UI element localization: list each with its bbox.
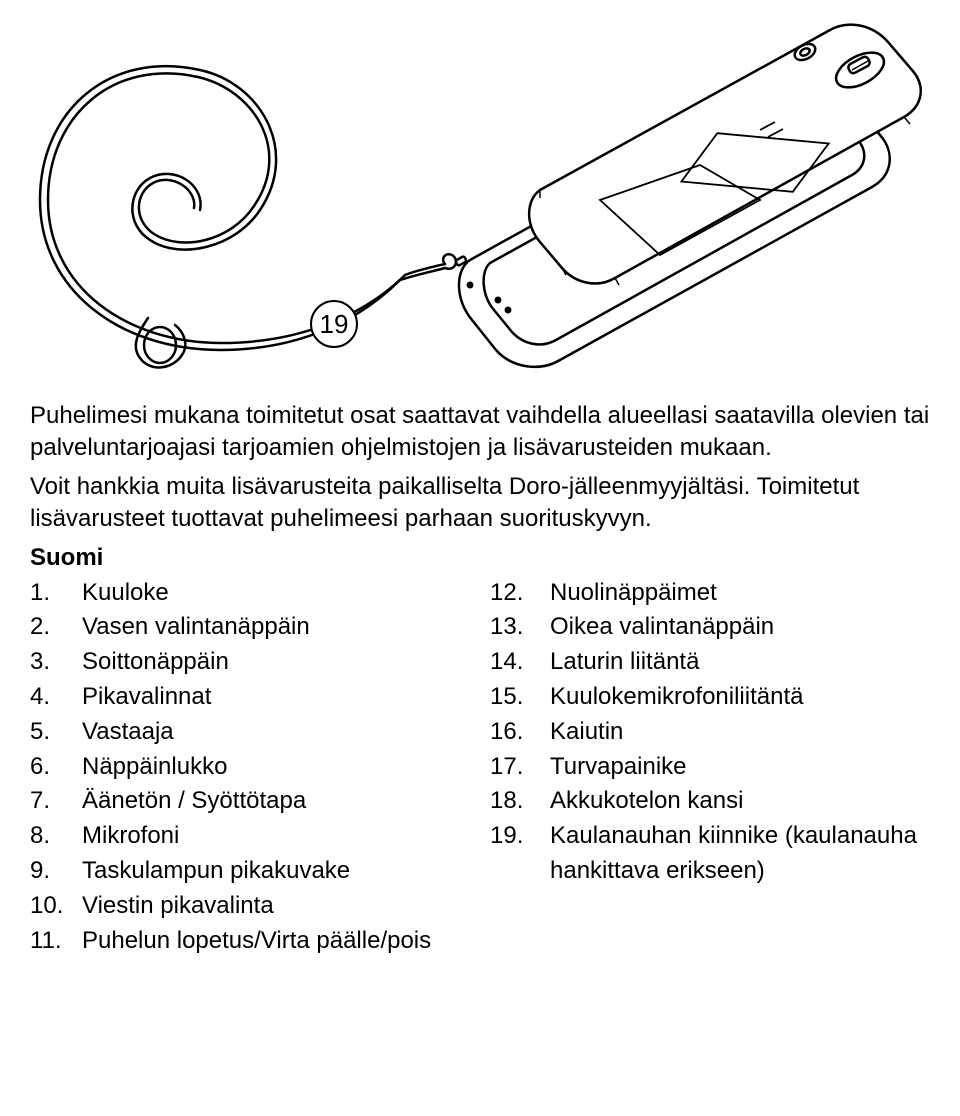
list-item: 1.Kuuloke <box>30 576 470 611</box>
list-item: 16.Kaiutin <box>490 715 930 750</box>
list-number: 17. <box>490 750 550 785</box>
list-text: Vasen valintanäppäin <box>82 610 470 645</box>
list-text: Laturin liitäntä <box>550 645 930 680</box>
list-number: 10. <box>30 889 82 924</box>
column-left: 1.Kuuloke 2.Vasen valintanäppäin 3.Soitt… <box>30 576 470 959</box>
list-text: Akkukotelon kansi <box>550 784 930 819</box>
list-item: 4.Pikavalinnat <box>30 680 470 715</box>
callout-text: 19 <box>320 309 349 340</box>
text-content: Puhelimesi mukana toimitetut osat saatta… <box>0 380 960 958</box>
list-text: Mikrofoni <box>82 819 470 854</box>
list-item: 10.Viestin pikavalinta <box>30 889 470 924</box>
list-item: 5.Vastaaja <box>30 715 470 750</box>
list-number: 18. <box>490 784 550 819</box>
list-item: 9.Taskulampun pikakuvake <box>30 854 470 889</box>
list-number: 6. <box>30 750 82 785</box>
list-number: 9. <box>30 854 82 889</box>
list-item: 14.Laturin liitäntä <box>490 645 930 680</box>
list-text: Turvapainike <box>550 750 930 785</box>
list-item: 11.Puhelun lopetus/Virta päälle/pois <box>30 924 470 959</box>
list-number: 19. <box>490 819 550 854</box>
list-number: 8. <box>30 819 82 854</box>
callout-circle: 19 <box>310 300 358 348</box>
column-right: 12.Nuolinäppäimet 13.Oikea valintanäppäi… <box>490 576 930 959</box>
list-item: 15.Kuulokemikrofoniliitäntä <box>490 680 930 715</box>
manual-page: 19 Puhelimesi mukana toimitetut osat saa… <box>0 0 960 1116</box>
list-text: Pikavalinnat <box>82 680 470 715</box>
list-item: 17.Turvapainike <box>490 750 930 785</box>
list-item: 19.Kaulanauhan kiinnike (kaulanauha hank… <box>490 819 930 889</box>
list-number: 13. <box>490 610 550 645</box>
list-text: Viestin pikavalinta <box>82 889 470 924</box>
list-number: 14. <box>490 645 550 680</box>
list-item: 8.Mikrofoni <box>30 819 470 854</box>
list-item: 18.Akkukotelon kansi <box>490 784 930 819</box>
phone-lanyard-diagram <box>0 0 960 380</box>
list-number: 15. <box>490 680 550 715</box>
section-heading: Suomi <box>30 544 930 572</box>
list-text: Vastaaja <box>82 715 470 750</box>
list-item: 2.Vasen valintanäppäin <box>30 610 470 645</box>
list-number: 7. <box>30 784 82 819</box>
phone-illustration: 19 <box>0 0 960 380</box>
intro-paragraph-2: Voit hankkia muita lisävarusteita paikal… <box>30 471 930 536</box>
list-number: 3. <box>30 645 82 680</box>
list-text: Kuulokemikrofoniliitäntä <box>550 680 930 715</box>
list-item: 13.Oikea valintanäppäin <box>490 610 930 645</box>
list-number: 4. <box>30 680 82 715</box>
callout-19: 19 <box>310 300 358 348</box>
list-number: 12. <box>490 576 550 611</box>
list-text: Äänetön / Syöttötapa <box>82 784 470 819</box>
list-text: Taskulampun pikakuvake <box>82 854 470 889</box>
list-item: 3.Soittonäppäin <box>30 645 470 680</box>
list-text: Kaiutin <box>550 715 930 750</box>
list-item: 7.Äänetön / Syöttötapa <box>30 784 470 819</box>
list-text: Kuuloke <box>82 576 470 611</box>
list-number: 16. <box>490 715 550 750</box>
list-text: Soittonäppäin <box>82 645 470 680</box>
list-text: Oikea valintanäppäin <box>550 610 930 645</box>
list-number: 5. <box>30 715 82 750</box>
list-text: Kaulanauhan kiinnike (kaulanauha hankitt… <box>550 819 930 889</box>
list-item: 6.Näppäinlukko <box>30 750 470 785</box>
list-number: 11. <box>30 924 82 959</box>
intro-paragraph-1: Puhelimesi mukana toimitetut osat saatta… <box>30 400 930 465</box>
list-item: 12.Nuolinäppäimet <box>490 576 930 611</box>
list-number: 1. <box>30 576 82 611</box>
list-number: 2. <box>30 610 82 645</box>
list-text: Näppäinlukko <box>82 750 470 785</box>
list-text: Puhelun lopetus/Virta päälle/pois <box>82 924 470 959</box>
feature-columns: 1.Kuuloke 2.Vasen valintanäppäin 3.Soitt… <box>30 576 930 959</box>
list-text: Nuolinäppäimet <box>550 576 930 611</box>
